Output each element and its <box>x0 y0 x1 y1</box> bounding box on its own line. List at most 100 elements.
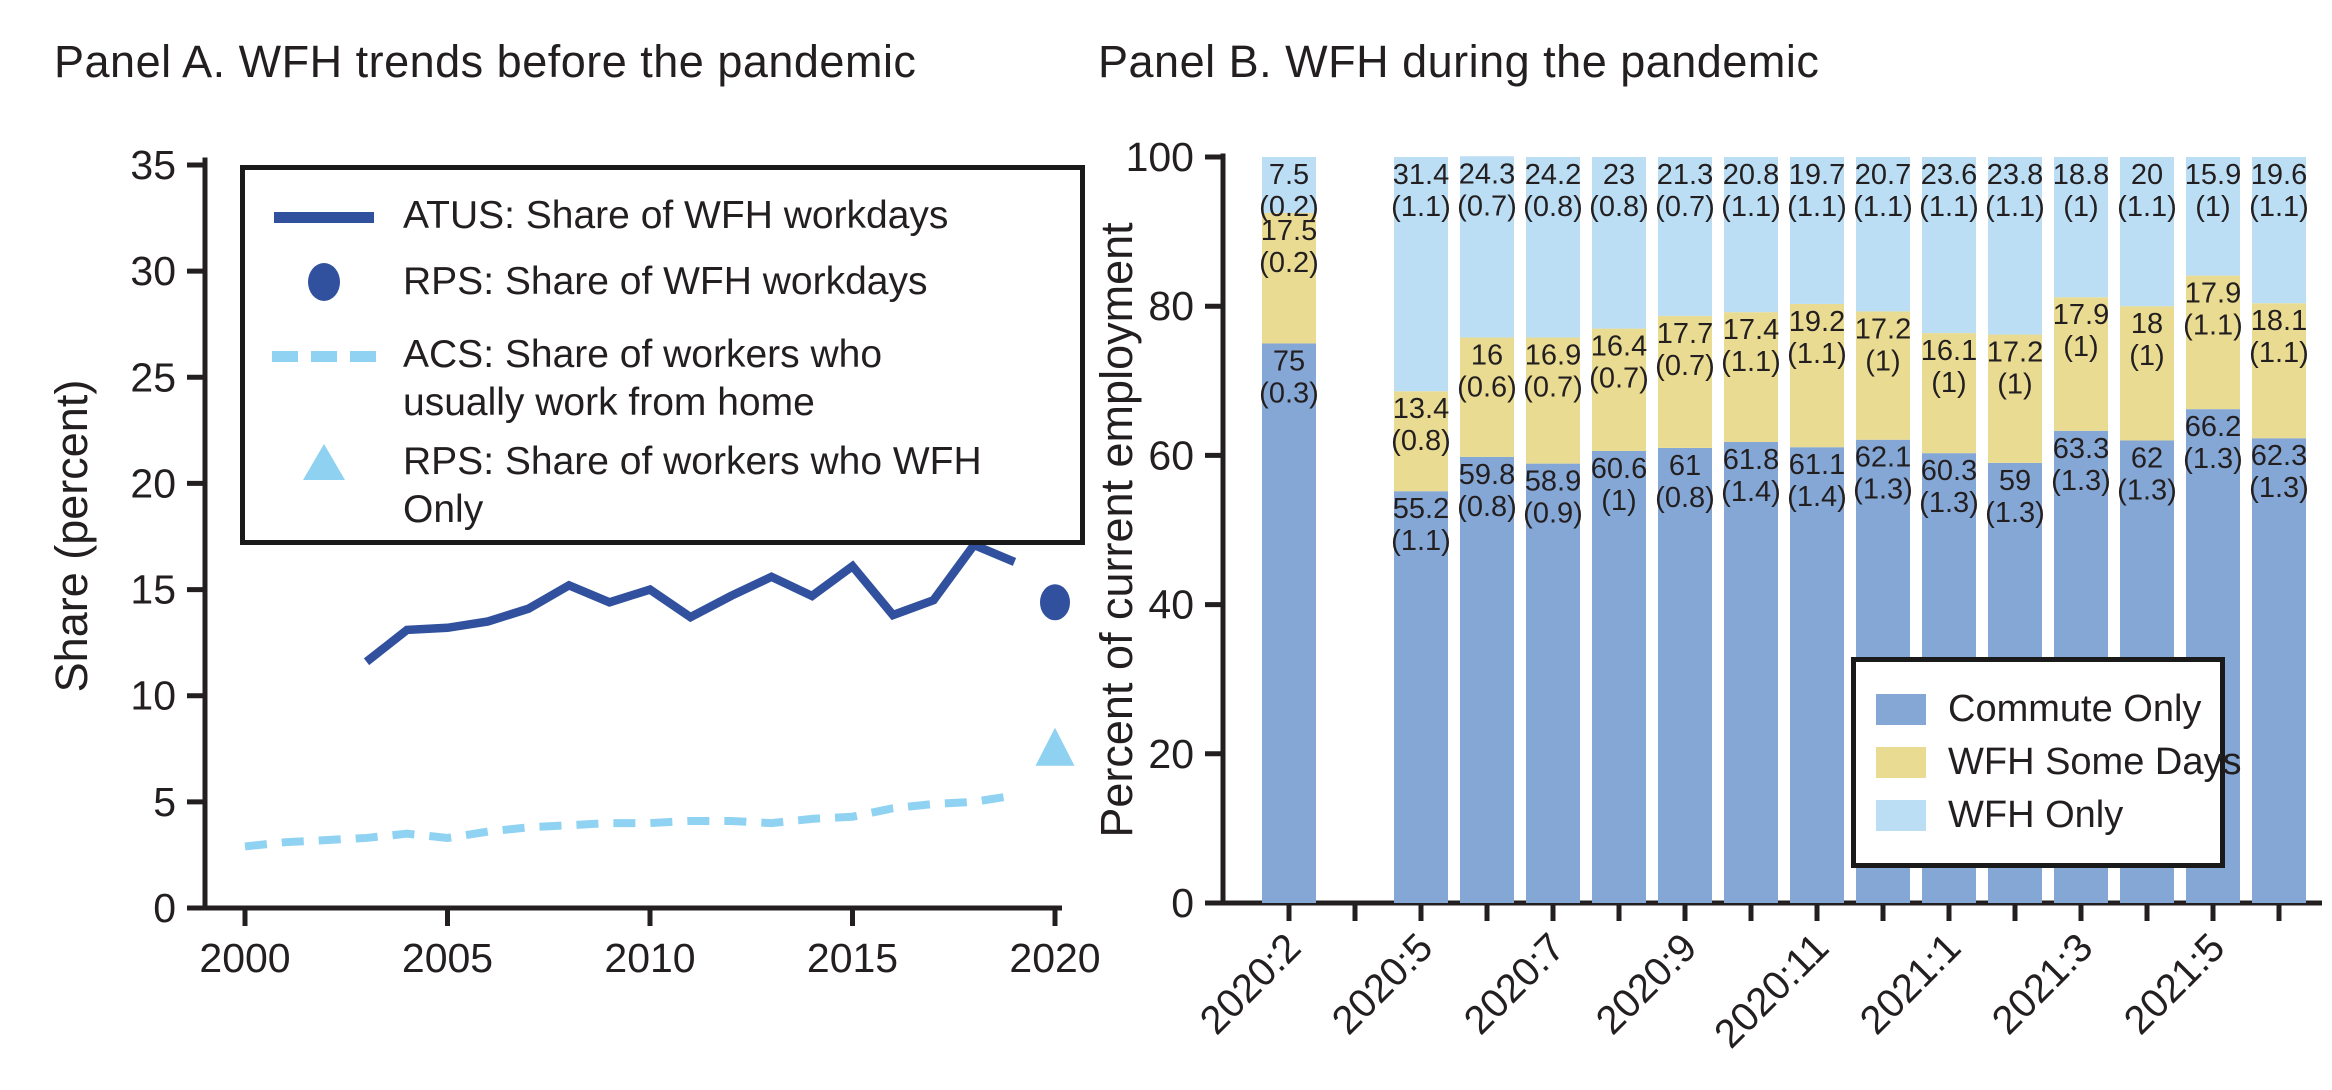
bar-value-label: 13.4 <box>1393 393 1449 425</box>
bar-value-label: 20.7 <box>1855 159 1911 191</box>
rps-circle-marker <box>1040 584 1070 621</box>
legend-label-commute-only: Commute Only <box>1948 688 2202 730</box>
panel-b-x-tick-label: 2020:2 <box>1192 925 1310 1043</box>
bar-value-label: 16 <box>1471 340 1503 372</box>
bar-segment <box>1394 391 1448 492</box>
bar-se-label: (0.2) <box>1259 247 1319 279</box>
bar-se-label: (1.1) <box>1391 191 1451 223</box>
bar-se-label: (1.1) <box>1787 191 1847 223</box>
legend-label-wfh-only: WFH Only <box>1948 794 2124 836</box>
panel-a-title: Panel A. WFH trends before the pandemic <box>54 36 917 87</box>
legend-item-acs: ACS: Share of workers who usually work f… <box>245 331 1070 426</box>
panel-b-x-tick-label: 2020:7 <box>1456 925 1574 1043</box>
bar-se-label: (0.7) <box>1655 350 1715 382</box>
bar-segment <box>1790 157 1844 304</box>
bar-value-label: 18.8 <box>2053 159 2109 191</box>
bar-se-label: (1.3) <box>2117 474 2177 506</box>
panel-b-y-tick-label: 60 <box>1148 432 1194 478</box>
panel-b-y-axis-label: Percent of current employment <box>1091 222 1142 838</box>
bar-segment <box>1856 311 1910 440</box>
panel-a-y-tick-label: 25 <box>130 354 176 400</box>
bar-se-label: (0.9) <box>1523 498 1583 530</box>
bar-segment <box>1658 157 1712 316</box>
bar-se-label: (0.8) <box>1589 191 1649 223</box>
bar-value-label: 16.9 <box>1525 340 1581 372</box>
panel-b-y-tick-label: 40 <box>1148 582 1194 628</box>
bar-segment <box>1592 157 1646 329</box>
bar-se-label: (1) <box>1601 485 1636 517</box>
bar-se-label: (1.1) <box>1787 338 1847 370</box>
bar-se-label: (1.3) <box>2051 465 2111 497</box>
bar-segment <box>2120 306 2174 441</box>
legend-item-wfh-some-days: WFH Some Days <box>1876 741 2241 784</box>
bar-value-label: 16.4 <box>1591 331 1647 363</box>
bar-value-label: 23.6 <box>1921 159 1977 191</box>
wfh-only-swatch-icon <box>1876 800 1926 831</box>
bar-value-label: 59 <box>1999 465 2031 497</box>
bar-se-label: (1.1) <box>2249 191 2309 223</box>
wfh-some-days-swatch-icon <box>1876 747 1926 778</box>
triangle-marker-swatch-icon <box>245 438 403 482</box>
bar-value-label: 17.7 <box>1657 318 1713 350</box>
panel-b-title: Panel B. WFH during the pandemic <box>1098 36 1820 87</box>
bar-se-label: (0.8) <box>1523 191 1583 223</box>
bar-se-label: (0.6) <box>1457 372 1517 404</box>
bar-segment <box>1988 334 2042 463</box>
panel-b-x-tick-label: 2020:9 <box>1588 925 1706 1043</box>
panel-b-x-tick-label: 2021:5 <box>2116 925 2234 1043</box>
bar-segment <box>1592 450 1646 903</box>
bar-segment <box>1724 312 1778 442</box>
bar-segment <box>1922 157 1976 334</box>
panel-b-legend: Commute Only WFH Some Days WFH Only <box>1851 657 2241 868</box>
bar-segment <box>1724 157 1778 313</box>
bar-se-label: (1) <box>1997 369 2032 401</box>
bar-se-label: (0.7) <box>1655 191 1715 223</box>
atus-solid-line <box>363 539 1017 666</box>
bar-segment <box>2252 438 2306 903</box>
bar-value-label: 17.9 <box>2053 299 2109 331</box>
bar-segment <box>1988 157 2042 335</box>
bar-value-label: 19.7 <box>1789 159 1845 191</box>
bar-se-label: (1.4) <box>1721 476 1781 508</box>
panel-a-y-tick-label: 30 <box>130 248 176 294</box>
bar-segment <box>2120 157 2174 307</box>
bar-segment <box>1460 337 1514 457</box>
bar-segment <box>1394 491 1448 903</box>
bar-se-label: (1.1) <box>1919 191 1979 223</box>
panel-a-x-tick-label: 2015 <box>807 935 898 981</box>
bar-segment <box>1658 447 1712 903</box>
legend-item-rps-workdays: RPS: Share of WFH workdays <box>245 258 1070 306</box>
bar-value-label: 62 <box>2131 442 2163 474</box>
dashed-line-swatch-icon <box>245 331 403 363</box>
bar-se-label: (0.8) <box>1655 482 1715 514</box>
bar-value-label: 59.8 <box>1459 459 1515 491</box>
bar-value-label: 62.3 <box>2251 440 2307 472</box>
panel-b-y-tick-label: 0 <box>1171 880 1194 926</box>
panel-b-x-tick-label: 2021:3 <box>1984 925 2102 1043</box>
bar-value-label: 18 <box>2131 308 2163 340</box>
bar-se-label: (1) <box>2063 191 2098 223</box>
bar-segment <box>1460 156 1514 338</box>
bar-value-label: 66.2 <box>2185 411 2241 443</box>
panel-a-y-tick-label: 20 <box>130 460 176 506</box>
bar-se-label: (1.3) <box>2183 443 2243 475</box>
bar-value-label: 7.5 <box>1269 159 1309 191</box>
legend-item-wfh-only: WFH Only <box>1876 794 2200 837</box>
bar-se-label: (1.1) <box>2117 191 2177 223</box>
panel-a-y-tick-label: 5 <box>153 779 176 825</box>
bar-segment <box>1526 157 1580 338</box>
bar-se-label: (1) <box>2063 331 2098 363</box>
bar-se-label: (1) <box>2129 340 2164 372</box>
bar-segment <box>2252 157 2306 304</box>
bar-se-label: (0.2) <box>1259 191 1319 223</box>
bar-se-label: (1.1) <box>1985 191 2045 223</box>
bar-value-label: 62.1 <box>1855 442 1911 474</box>
bar-value-label: 60.6 <box>1591 453 1647 485</box>
panel-a-y-tick-label: 10 <box>130 673 176 719</box>
bar-value-label: 20 <box>2131 159 2163 191</box>
bar-se-label: (1.1) <box>1853 191 1913 223</box>
bar-se-label: (1.3) <box>1919 487 1979 519</box>
panel-a-y-axis-label: Share (percent) <box>46 379 97 693</box>
